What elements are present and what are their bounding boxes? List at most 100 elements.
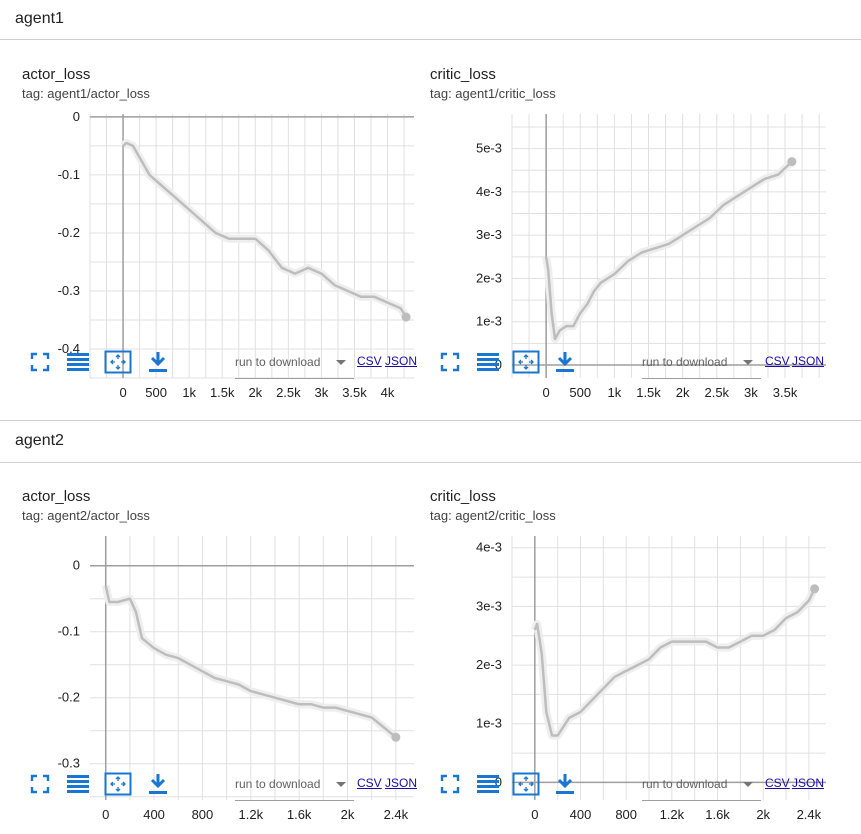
- x-tick-label: 2k: [248, 385, 262, 400]
- csv-link[interactable]: CSV: [765, 776, 790, 790]
- last-point-marker: [810, 584, 820, 594]
- json-link[interactable]: JSON: [792, 354, 825, 368]
- chevron-down-icon: [336, 360, 346, 365]
- run-to-download-select[interactable]: run to download: [642, 776, 761, 801]
- fit-domain-icon[interactable]: [512, 350, 540, 374]
- card-tag: tag: agent1/actor_loss: [22, 86, 150, 101]
- download-icon[interactable]: [146, 772, 170, 796]
- select-placeholder: run to download: [642, 777, 728, 791]
- y-tick-label: -0.2: [58, 690, 80, 705]
- card-title: critic_loss: [430, 66, 496, 83]
- last-point-marker: [401, 312, 411, 322]
- chevron-down-icon: [743, 782, 753, 787]
- run-to-download-select[interactable]: run to download: [642, 354, 761, 379]
- last-point-marker: [391, 732, 401, 742]
- y-tick-label: -0.1: [58, 624, 80, 639]
- x-tick-label: 500: [569, 385, 591, 400]
- y-tick-label: 0: [73, 109, 80, 124]
- chevron-down-icon: [743, 360, 753, 365]
- x-tick-label: 2k: [341, 807, 355, 822]
- series-raw-band: [542, 158, 795, 343]
- y-tick-label: 4e-3: [476, 540, 502, 555]
- line-chart[interactable]: 0 400 800 1.2k 1.6k 2k 2.4k 0 -0.1 -0.2 -0.3: [0, 528, 415, 822]
- x-tick-label: 2.5k: [704, 385, 729, 400]
- chevron-down-icon: [336, 782, 346, 787]
- y-tick-label: 5e-3: [476, 141, 502, 156]
- json-link[interactable]: JSON: [385, 776, 418, 790]
- y-tick-label: -0.3: [58, 756, 80, 771]
- y-tick-label: 4e-3: [476, 184, 502, 199]
- line-chart[interactable]: 05001k1.5k2k2.5k3k3.5k01e-32e-33e-34e-35…: [408, 106, 826, 400]
- fullscreen-icon[interactable]: [438, 350, 462, 374]
- x-tick-label: 800: [192, 807, 214, 822]
- x-tick-label: 2k: [676, 385, 690, 400]
- x-tick-label: 400: [570, 807, 592, 822]
- x-tick-label: 1k: [182, 385, 196, 400]
- y-tick-label: 0: [73, 558, 80, 573]
- x-tick-label: 1k: [608, 385, 622, 400]
- x-tick-label: 0: [531, 807, 538, 822]
- json-link[interactable]: JSON: [792, 776, 825, 790]
- x-tick-label: 3k: [744, 385, 758, 400]
- x-tick-label: 1.5k: [210, 385, 235, 400]
- fullscreen-icon[interactable]: [438, 772, 462, 796]
- fullscreen-icon[interactable]: [28, 772, 52, 796]
- fullscreen-icon[interactable]: [28, 350, 52, 374]
- line-chart[interactable]: 0 500 1k 1.5k 2k 2.5k 3k 3.5k 4k 0 -0.1 -0.2 -0.3 -0.…: [0, 106, 415, 400]
- toggle-y-log-icon[interactable]: [66, 350, 90, 374]
- x-tick-label: 1.6k: [287, 807, 312, 822]
- y-tick-label: 2e-3: [476, 270, 502, 285]
- x-tick-label: 2.5k: [276, 385, 301, 400]
- x-tick-label: 1.5k: [636, 385, 661, 400]
- x-tick-label: 400: [143, 807, 165, 822]
- y-tick-label: -0.4: [58, 341, 80, 356]
- card-tag: tag: agent2/critic_loss: [430, 508, 556, 523]
- card-title: actor_loss: [22, 488, 91, 505]
- toggle-y-log-icon[interactable]: [66, 772, 90, 796]
- x-tick-label: 0: [102, 807, 109, 822]
- run-to-download-select[interactable]: run to download: [235, 354, 354, 379]
- download-icon[interactable]: [553, 772, 577, 796]
- x-tick-label: 800: [615, 807, 637, 822]
- series-line: [533, 588, 816, 737]
- toggle-y-log-icon[interactable]: [476, 350, 500, 374]
- card-tag: tag: agent1/critic_loss: [430, 86, 556, 101]
- toggle-y-log-icon[interactable]: [476, 772, 500, 796]
- x-tick-label: 2.4k: [384, 807, 409, 822]
- y-tick-label: -0.1: [58, 167, 80, 182]
- x-tick-label: 3.5k: [773, 385, 798, 400]
- csv-link[interactable]: CSV: [357, 354, 382, 368]
- fit-domain-icon[interactable]: [104, 350, 132, 374]
- card-tag: tag: agent2/actor_loss: [22, 508, 150, 523]
- x-tick-label: 4k: [381, 385, 395, 400]
- fit-domain-icon[interactable]: [512, 772, 540, 796]
- select-placeholder: run to download: [642, 355, 728, 369]
- x-tick-label: 3.5k: [342, 385, 367, 400]
- x-tick-label: 2.4k: [797, 807, 822, 822]
- x-tick-label: 2k: [756, 807, 770, 822]
- y-tick-label: -0.2: [58, 225, 80, 240]
- last-point-marker: [787, 157, 797, 167]
- csv-link[interactable]: CSV: [765, 354, 790, 368]
- x-tick-label: 1.2k: [660, 807, 685, 822]
- card-agent1-actor-loss: actor_loss tag: agent1/actor_loss 0 500 1k…: [0, 66, 418, 406]
- card-title: critic_loss: [430, 488, 496, 505]
- x-tick-label: 500: [145, 385, 167, 400]
- group-header-agent1[interactable]: agent1: [0, 0, 861, 40]
- group-header-agent2[interactable]: agent2: [0, 420, 861, 463]
- download-icon[interactable]: [553, 350, 577, 374]
- fit-domain-icon[interactable]: [104, 772, 132, 796]
- y-tick-label: 2e-3: [476, 657, 502, 672]
- download-icon[interactable]: [146, 350, 170, 374]
- group-title: agent1: [15, 10, 64, 27]
- json-link[interactable]: JSON: [385, 354, 418, 368]
- group-title: agent2: [15, 432, 64, 449]
- csv-link[interactable]: CSV: [357, 776, 382, 790]
- card-agent2-critic-loss: critic_loss tag: agent2/critic_loss 0 400…: [408, 488, 826, 828]
- card-toolbar: run to download CSV JSON: [0, 346, 418, 386]
- card-toolbar: run to download CSV JSON: [408, 346, 825, 386]
- run-to-download-select[interactable]: run to download: [235, 776, 354, 801]
- x-tick-label: 0: [543, 385, 550, 400]
- card-toolbar: run to download CSV JSON: [408, 768, 825, 808]
